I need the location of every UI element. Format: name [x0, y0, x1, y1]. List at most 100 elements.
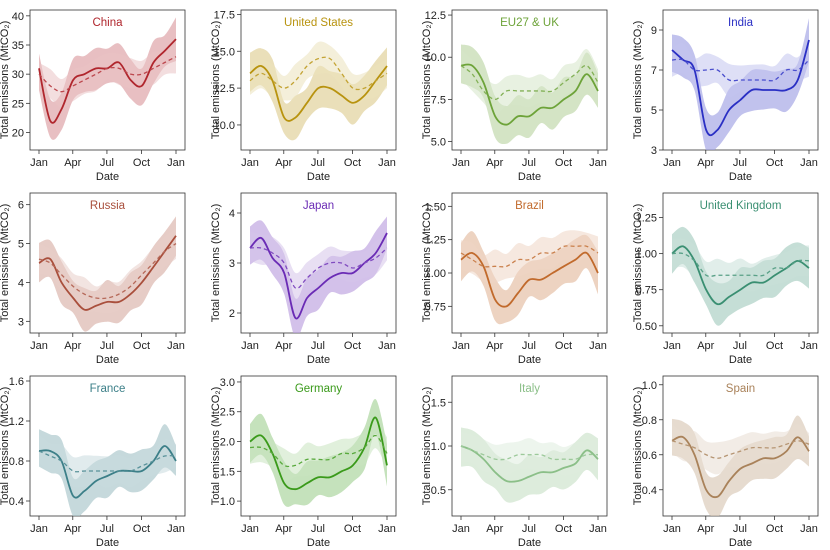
band-dashed: [461, 431, 598, 476]
x-tick-label: Jan: [167, 157, 185, 169]
panel-title: United States: [284, 17, 353, 29]
x-tick-label: Apr: [697, 157, 714, 169]
x-tick-label: Jul: [522, 523, 536, 535]
x-tick-label: Apr: [486, 523, 503, 535]
y-axis-title: Total emissions (MtCO₂): [421, 21, 433, 140]
x-tick-label: Oct: [133, 523, 150, 535]
x-tick-label: Jan: [589, 157, 607, 169]
y-tick-label: 0.5: [431, 485, 446, 497]
x-tick-label: Jan: [589, 340, 607, 352]
x-tick-label: Jan: [452, 157, 470, 169]
plot-frame: [662, 375, 819, 517]
x-tick-label: Apr: [486, 340, 503, 352]
uncertainty-bands: [461, 44, 598, 144]
x-tick-label: Jan: [800, 340, 818, 352]
y-axis-title: Total emissions (MtCO₂): [421, 387, 433, 506]
x-tick-label: Apr: [64, 340, 81, 352]
y-tick-label: 15.0: [214, 46, 235, 58]
band-dashed: [672, 423, 809, 475]
x-tick-label: Oct: [555, 340, 572, 352]
y-tick-label: 1.0: [642, 380, 657, 392]
y-tick-label: 1.6: [9, 376, 24, 388]
band-dashed: [250, 41, 387, 106]
x-tick-label: Jan: [589, 523, 607, 535]
x-tick-label: Jan: [452, 523, 470, 535]
x-tick-label: Jan: [378, 523, 396, 535]
uncertainty-bands: [672, 415, 809, 516]
band-dashed: [39, 228, 176, 314]
panel-title: Spain: [726, 383, 755, 395]
x-tick-label: Oct: [766, 157, 783, 169]
x-tick-label: Jan: [800, 157, 818, 169]
y-axis-title: Total emissions (MtCO₂): [0, 21, 11, 140]
y-axis-title: Total emissions (MtCO₂): [210, 21, 222, 140]
y-tick-label: 0.8: [642, 415, 657, 427]
x-tick-label: Jan: [167, 523, 185, 535]
x-tick-label: Jul: [733, 523, 747, 535]
x-tick-label: Jan: [30, 523, 48, 535]
x-tick-label: Jan: [663, 340, 681, 352]
panel-title: France: [90, 383, 126, 395]
band-dashed: [39, 39, 176, 108]
x-tick-label: Jan: [241, 157, 259, 169]
y-axis-title: Total emissions (MtCO₂): [210, 387, 222, 506]
uncertainty-bands: [672, 18, 809, 150]
panel-india: India 3 5 7 9 Total emissions (MtCO₂) Jan Apr Ju…: [632, 9, 819, 183]
panel-russia: Russia 3 4 5 6 Total emissions (MtCO₂) Jan Apr J…: [0, 192, 186, 366]
x-axis-title: Date: [518, 354, 541, 366]
x-tick-label: Jul: [311, 157, 325, 169]
x-tick-label: Apr: [275, 340, 292, 352]
y-tick-label: 25: [12, 98, 24, 110]
panel-title: China: [92, 17, 123, 29]
plot-frame: [29, 192, 186, 334]
x-tick-label: Apr: [64, 157, 81, 169]
y-tick-label: 1.00: [425, 268, 446, 280]
y-tick-label: 1.25: [425, 235, 446, 247]
y-tick-label: 1.25: [636, 213, 657, 225]
x-axis-title: Date: [307, 537, 330, 549]
band-dashed: [672, 42, 809, 98]
uncertainty-bands: [39, 17, 176, 140]
x-tick-label: Jan: [378, 340, 396, 352]
plot-frame: [662, 192, 819, 334]
x-tick-label: Apr: [275, 523, 292, 535]
y-tick-label: 10.0: [214, 120, 235, 132]
y-tick-label: 3: [18, 316, 24, 328]
panel-japan: Japan 2 3 4 Total emissions (MtCO₂) Jan Apr Jul…: [210, 192, 397, 366]
y-tick-label: 35: [12, 40, 24, 52]
x-axis-title: Date: [518, 537, 541, 549]
y-axis-title: Total emissions (MtCO₂): [632, 21, 644, 140]
y-tick-label: 9: [651, 25, 657, 37]
band-dashed: [250, 421, 387, 483]
panel-title: India: [728, 17, 754, 29]
y-axis-title: Total emissions (MtCO₂): [0, 387, 11, 506]
x-axis-title: Date: [518, 171, 541, 183]
y-tick-label: 30: [12, 69, 24, 81]
x-tick-label: Jul: [522, 157, 536, 169]
plot-frame: [29, 375, 186, 517]
plot-frame: [29, 9, 186, 151]
y-tick-label: 5.0: [431, 137, 446, 149]
x-axis-title: Date: [729, 354, 752, 366]
band-solid: [39, 216, 176, 332]
y-tick-label: 12.5: [214, 83, 235, 95]
uncertainty-bands: [461, 230, 598, 325]
y-tick-label: 0.75: [636, 285, 657, 297]
y-axis-title: Total emissions (MtCO₂): [421, 204, 433, 323]
y-tick-label: 1.00: [636, 249, 657, 261]
y-tick-label: 10.0: [425, 52, 446, 64]
x-axis-title: Date: [96, 537, 119, 549]
x-tick-label: Jan: [378, 157, 396, 169]
y-tick-label: 1.50: [425, 201, 446, 213]
y-tick-label: 1.5: [431, 397, 446, 409]
x-axis-title: Date: [729, 537, 752, 549]
y-tick-label: 1.0: [431, 441, 446, 453]
x-tick-label: Jul: [733, 340, 747, 352]
x-axis-title: Date: [96, 354, 119, 366]
y-tick-label: 40: [12, 11, 24, 23]
y-axis-title: Total emissions (MtCO₂): [210, 204, 222, 323]
